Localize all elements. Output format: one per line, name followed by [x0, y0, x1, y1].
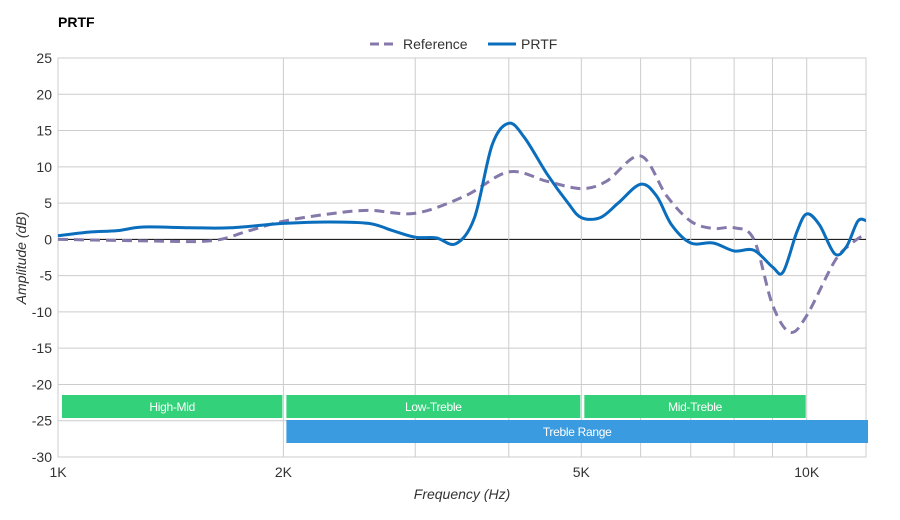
y-tick-label: 20 — [36, 86, 52, 102]
y-tick-label: 15 — [36, 123, 52, 139]
y-tick-label: -30 — [32, 449, 52, 465]
x-tick-label: 1K — [49, 464, 67, 480]
y-tick-label: 0 — [44, 231, 52, 247]
x-axis-title: Frequency (Hz) — [414, 486, 510, 502]
y-tick-label: 25 — [36, 50, 52, 66]
series-line-reference — [57, 154, 867, 334]
legend-label: PRTF — [521, 36, 557, 52]
legend-label: Reference — [403, 36, 468, 52]
series-line-prtf — [57, 121, 867, 276]
y-tick-label: -10 — [32, 304, 52, 320]
x-tick-label: 2K — [275, 464, 293, 480]
y-tick-label: -20 — [32, 376, 52, 392]
x-tick-label: 10K — [794, 464, 820, 480]
y-tick-label: 10 — [36, 159, 52, 175]
band-mid-treble — [584, 395, 806, 418]
band-low-treble — [286, 395, 581, 418]
band-high-mid — [62, 395, 283, 418]
band-label: Low-Treble — [405, 400, 462, 414]
y-tick-label: 5 — [44, 195, 52, 211]
plot-area — [57, 57, 867, 458]
band-label: Mid-Treble — [668, 400, 723, 414]
chart-title: PRTF — [58, 14, 95, 30]
band-label: High-Mid — [149, 400, 195, 414]
x-tick-label: 5K — [573, 464, 591, 480]
y-axis-title: Amplitude (dB) — [13, 212, 29, 306]
y-tick-label: -5 — [40, 268, 53, 284]
band-treble-range — [286, 420, 869, 443]
y-tick-label: -15 — [32, 340, 52, 356]
y-tick-label: -25 — [32, 413, 52, 429]
band-label: Treble Range — [543, 425, 612, 439]
